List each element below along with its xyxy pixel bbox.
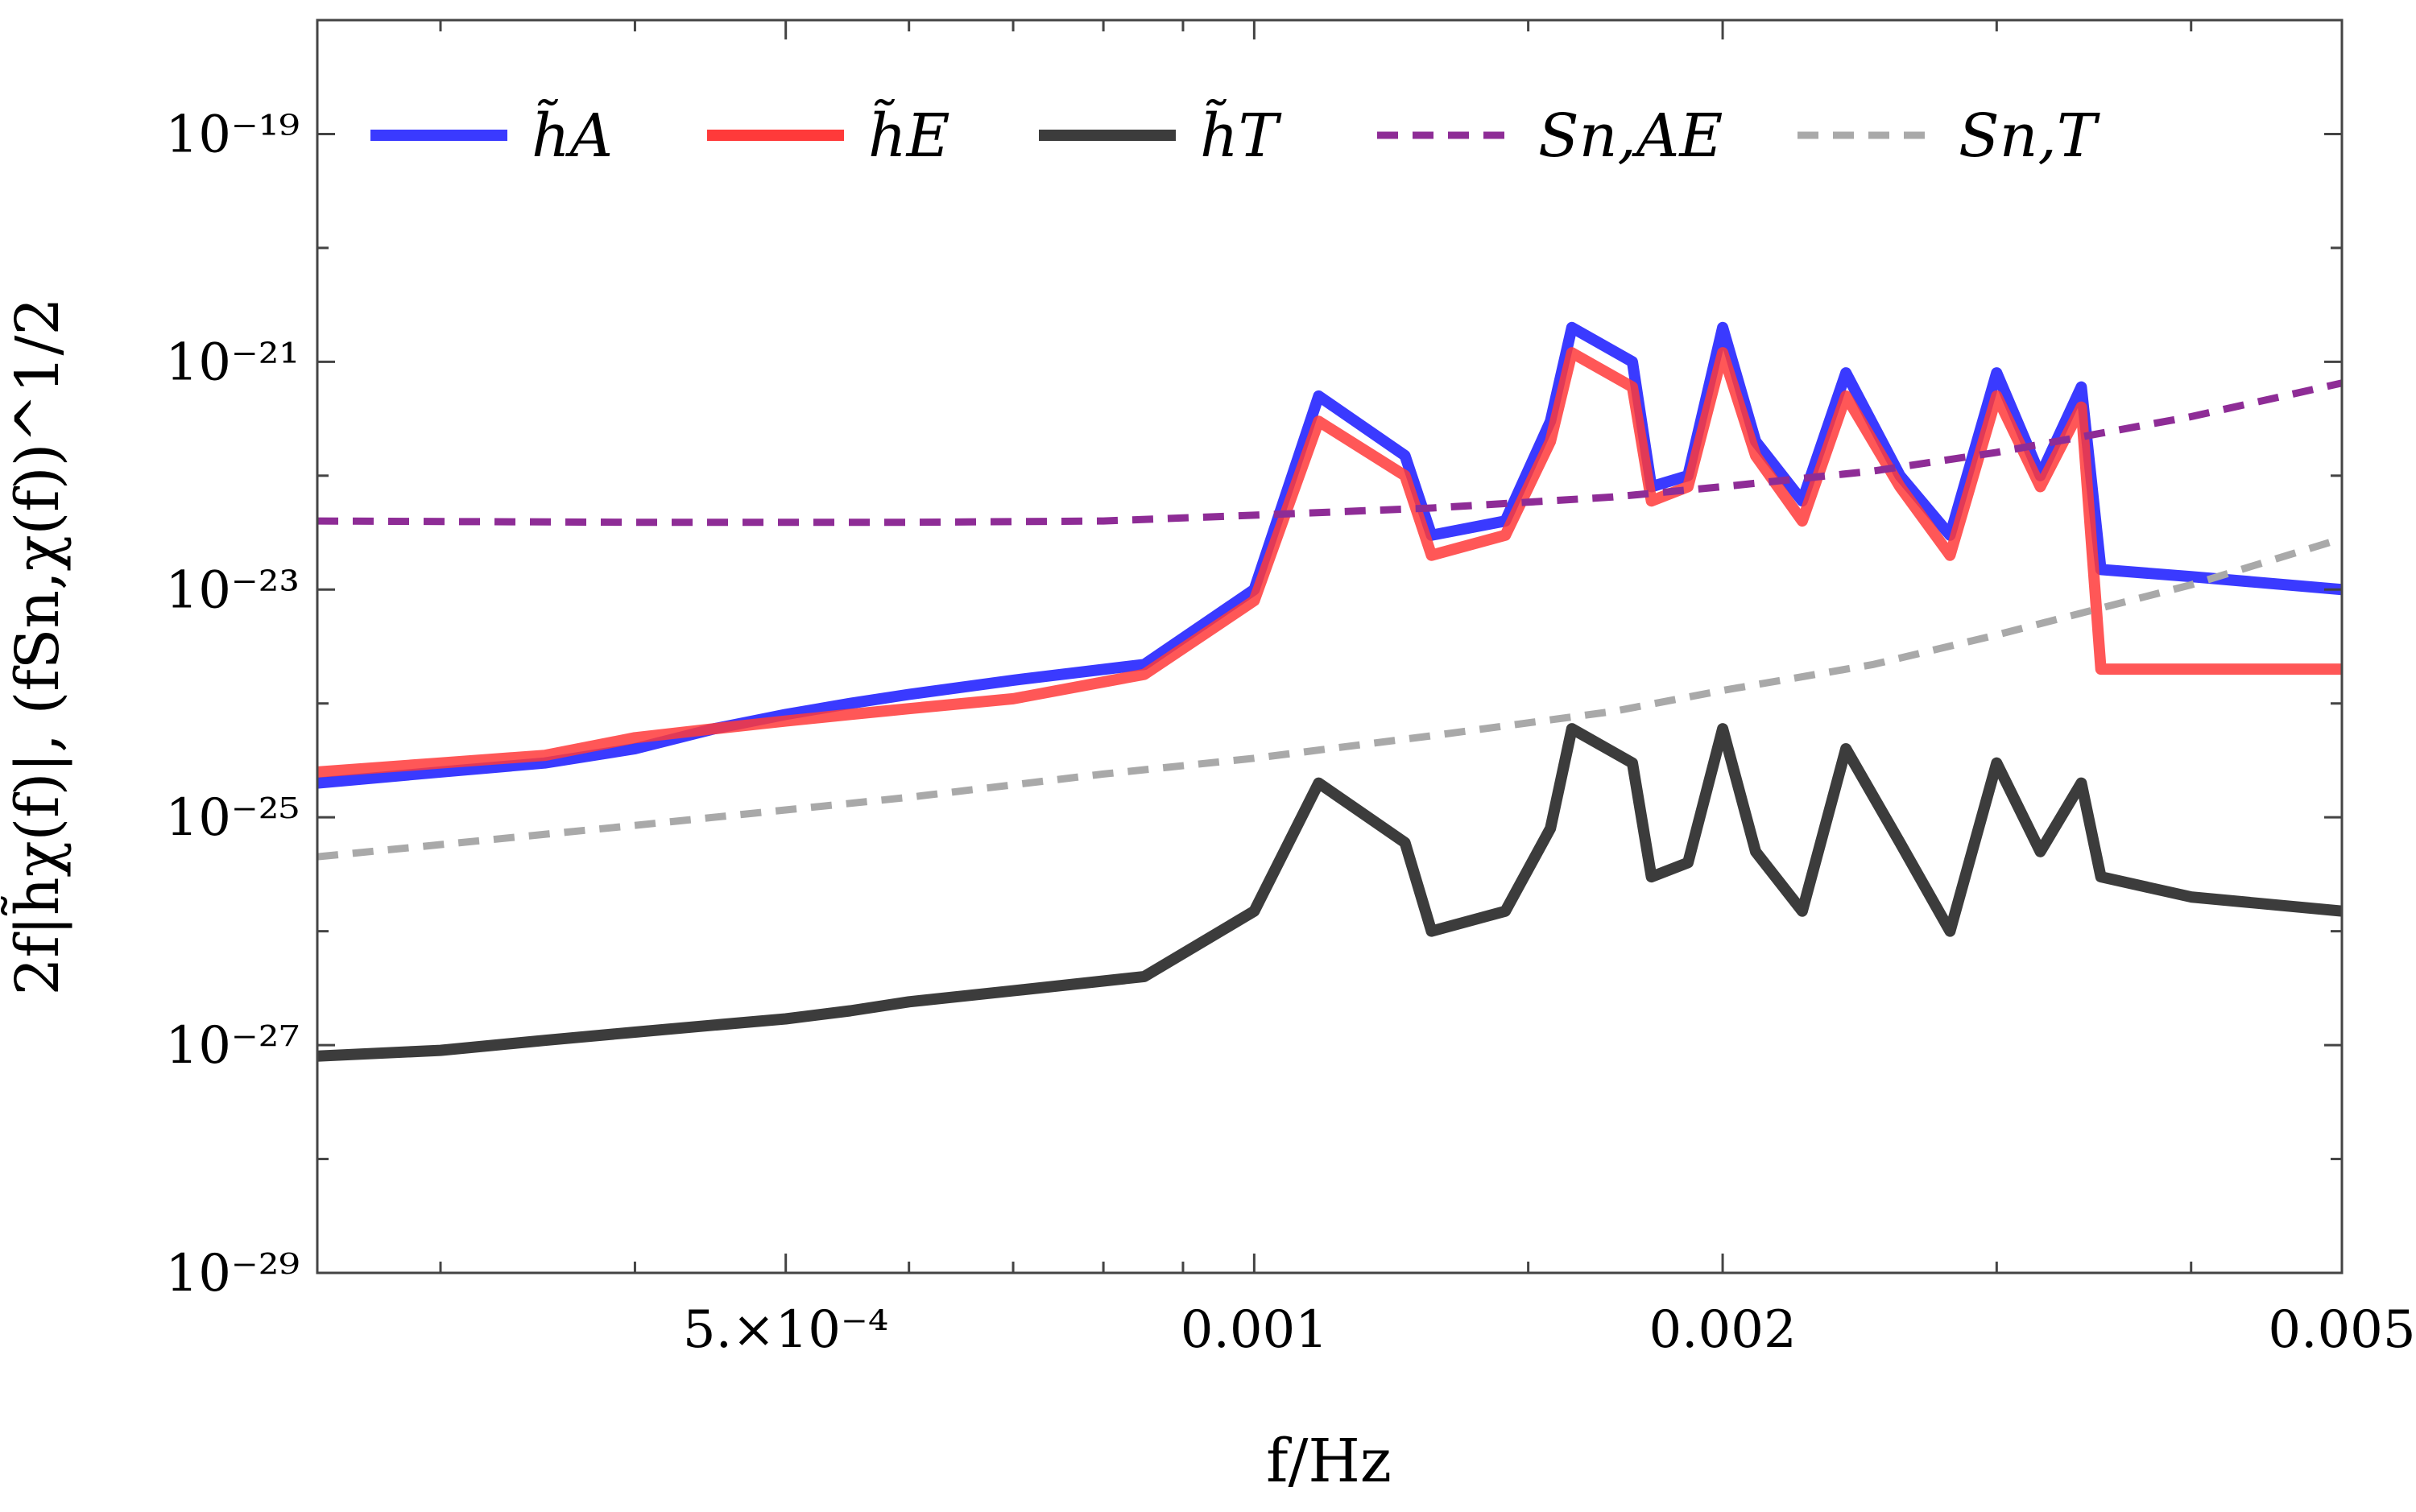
legend-label-0: h̃A (532, 99, 613, 171)
y-tick-label: 10⁻²¹ (165, 333, 300, 392)
y-tick-label: 10⁻²⁹ (165, 1244, 300, 1303)
series-line-4 (317, 535, 2342, 861)
series-line-0 (317, 321, 2342, 789)
legend-label-4: Sn,T (1959, 101, 2100, 171)
series-line-2 (317, 723, 2342, 1062)
ticks-layer: 10⁻¹⁹ 10⁻²¹ 10⁻²³ 10⁻²⁵ 10⁻²⁷ 10⁻²⁹ 5.×10⁻⁴ 0.0… (165, 19, 2416, 1360)
y-axis-label: 2f|h̃χ(f)|, (fSn,χ(f))^1/2 (1, 297, 72, 995)
x-tick-label: 0.005 (2268, 1300, 2415, 1360)
y-tick-label: 10⁻²³ (165, 560, 300, 620)
legend-label-1: h̃E (868, 99, 950, 171)
series-layer (317, 321, 2342, 1062)
series-line-3 (317, 379, 2342, 527)
x-axis-label: f/Hz (1266, 1427, 1392, 1496)
legend-label-2: h̃T (1200, 99, 1282, 171)
series-line-1 (317, 347, 2342, 778)
x-tick-label: 0.001 (1181, 1300, 1328, 1360)
legend-label-3: Sn,AE (1538, 101, 1723, 171)
y-tick-label: 10⁻²⁵ (165, 788, 300, 848)
plot-frame (316, 19, 2344, 1274)
x-tick-label: 0.002 (1649, 1300, 1796, 1360)
legend: h̃A h̃E h̃T Sn,AE Sn,T (370, 99, 2100, 171)
x-tick-label: 5.×10⁻⁴ (683, 1300, 889, 1360)
y-tick-label: 10⁻¹⁹ (165, 105, 300, 164)
y-tick-label: 10⁻²⁷ (165, 1016, 300, 1076)
